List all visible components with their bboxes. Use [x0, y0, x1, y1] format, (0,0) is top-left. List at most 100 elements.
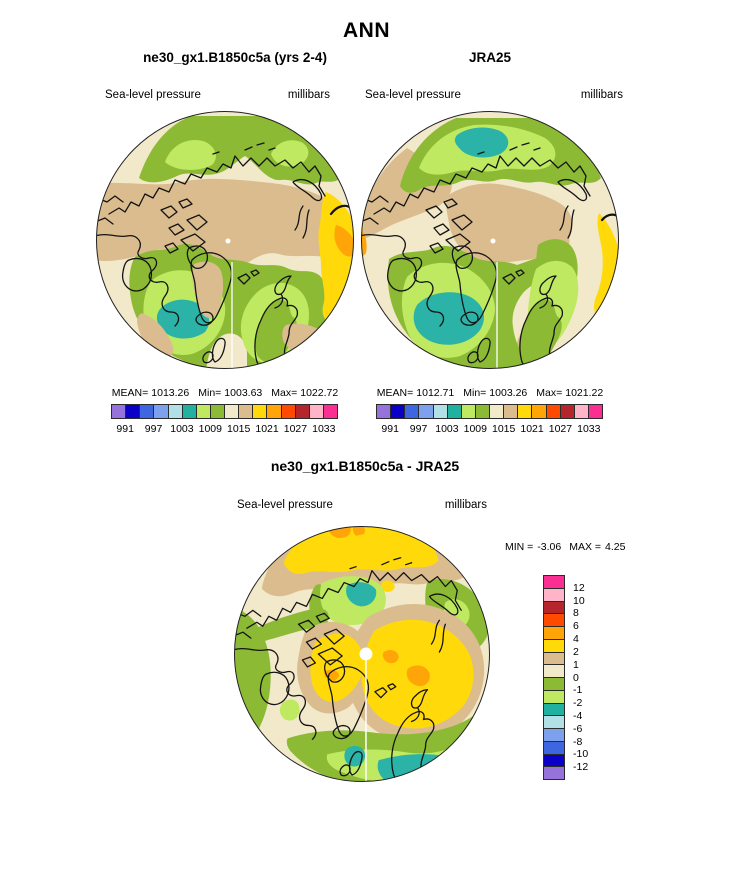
colorbar-cell [559, 405, 574, 418]
diff-max-label: MAX = [569, 541, 602, 553]
colorbar-cell [517, 405, 532, 418]
colorbar-cell [587, 405, 602, 418]
colorbar-cell [209, 405, 224, 418]
colorbar-tick-label: -8 [573, 735, 583, 748]
colorbar-cell [489, 405, 504, 418]
colorbar-tick-label: 991 [381, 423, 399, 435]
colorbar-cell [544, 689, 564, 703]
colorbar-cell [544, 766, 564, 779]
colorbar-cell [544, 626, 564, 639]
colorbar-cell [224, 405, 239, 418]
diff-colorbar: 12 10 8 6 4 2 1 0 -1 -2 -4 -6 -8 -10 -12 [543, 575, 588, 780]
colorbar-cell [252, 405, 267, 418]
colorbar-tick-label: 12 [573, 581, 585, 594]
colorbar-cell [139, 405, 154, 418]
colorbar-tick-label: 1 [573, 658, 579, 671]
model-min-value: 1003.63 [224, 387, 263, 399]
model-max-value: 1022.72 [300, 387, 339, 399]
colorbar-cell [544, 715, 564, 728]
colorbar-cell [446, 405, 461, 418]
colorbar-tick-label: 991 [116, 423, 134, 435]
obs-max-label: Max= [536, 387, 563, 399]
colorbar-cell [322, 405, 337, 418]
colorbar-tick-label: 1015 [492, 423, 516, 435]
colorbar-cell [474, 405, 489, 418]
diff-field-label: Sea-level pressure [237, 499, 333, 511]
colorbar-cell [573, 405, 588, 418]
colorbar-tick-label: -12 [573, 760, 589, 773]
obs-field-row: Sea-level pressure millibars [365, 89, 623, 101]
model-mean-label: MEAN= [111, 387, 149, 399]
colorbar-tick-label: -6 [573, 722, 583, 735]
colorbar-cell [544, 600, 564, 614]
colorbar-tick-label: 1027 [548, 423, 573, 435]
colorbar-cell [544, 664, 564, 677]
diff-min-value: -3.06 [537, 541, 562, 553]
colorbar-tick-label: 6 [573, 620, 579, 632]
colorbar-tick-label: 1003 [435, 423, 459, 435]
obs-contour-highlight [600, 213, 619, 222]
obs-mean-value: 1012.71 [416, 387, 455, 399]
colorbar-tick-label: -1 [573, 684, 583, 697]
obs-mean-label: MEAN= [376, 387, 414, 399]
diff-pole-dot [359, 647, 373, 661]
model-stats: MEAN= 1013.26 Min= 1003.63 Max= 1022.72 [95, 387, 355, 399]
colorbar-cell [460, 405, 475, 418]
colorbar-tick-label: 1021 [255, 423, 279, 435]
colorbar-cell [503, 405, 518, 418]
colorbar-tick-label: 1003 [170, 423, 194, 435]
colorbar-cell [280, 405, 295, 418]
colorbar-tick-label: 997 [409, 423, 428, 435]
obs-pole-dot [490, 238, 496, 244]
colorbar-cell [544, 702, 564, 716]
colorbar-cell [195, 405, 210, 418]
model-colorbar: 991 997 1003 1009 1015 1021 1027 1033 [111, 404, 338, 434]
colorbar-cell [544, 753, 564, 767]
colorbar-cell [544, 728, 564, 741]
colorbar-cell [544, 677, 564, 690]
colorbar-cell [294, 405, 309, 418]
model-field-label: Sea-level pressure [105, 89, 201, 101]
diff-panel-title: ne30_gx1.B1850c5a - JRA25 [270, 458, 460, 474]
colorbar-tick-label: -10 [573, 748, 589, 761]
colorbar-tick-label: 1009 [463, 423, 487, 435]
model-units-label: millibars [287, 89, 330, 101]
colorbar-cell [308, 405, 323, 418]
colorbar-cell [544, 740, 564, 754]
obs-units-label: millibars [580, 89, 623, 101]
colorbar-cell [112, 405, 126, 418]
colorbar-tick-label: 4 [573, 632, 579, 645]
figure-title: ANN [343, 19, 390, 42]
model-min-label: Min= [198, 387, 222, 399]
colorbar-tick-label: 1027 [283, 423, 308, 435]
colorbar-cell [181, 405, 196, 418]
colorbar-tick-label: 0 [573, 671, 579, 684]
colorbar-cell [544, 576, 564, 588]
colorbar-tick-label: 997 [144, 423, 163, 435]
colorbar-tick-label: 2 [573, 645, 579, 658]
colorbar-tick-label: 8 [573, 607, 579, 620]
colorbar-cell [544, 638, 564, 652]
colorbar-tick-label: 1021 [520, 423, 544, 435]
model-pole-dot [225, 238, 231, 244]
colorbar-cell [544, 651, 564, 665]
diff-field-row: Sea-level pressure millibars [237, 499, 487, 511]
diff-minmax: MIN = -3.06 MAX = 4.25 [505, 541, 633, 553]
colorbar-cell [432, 405, 447, 418]
model-field-row: Sea-level pressure millibars [105, 89, 330, 101]
colorbar-cell [545, 405, 560, 418]
colorbar-cell [531, 405, 546, 418]
obs-map [361, 111, 619, 369]
colorbar-cell [377, 405, 391, 418]
model-map-rim [96, 111, 354, 369]
obs-colorbar: 991 997 1003 1009 1015 1021 1027 1033 [376, 404, 603, 434]
colorbar-tick-label: 1015 [227, 423, 251, 435]
model-mean-value: 1013.26 [151, 387, 190, 399]
model-panel-title: ne30_gx1.B1850c5a (yrs 2-4) [143, 50, 327, 65]
colorbar-cell [404, 405, 419, 418]
colorbar-tick-label: -2 [573, 696, 583, 709]
obs-map-rim [361, 111, 619, 369]
diff-units-label: millibars [444, 499, 487, 511]
colorbar-tick-label: 1009 [198, 423, 222, 435]
